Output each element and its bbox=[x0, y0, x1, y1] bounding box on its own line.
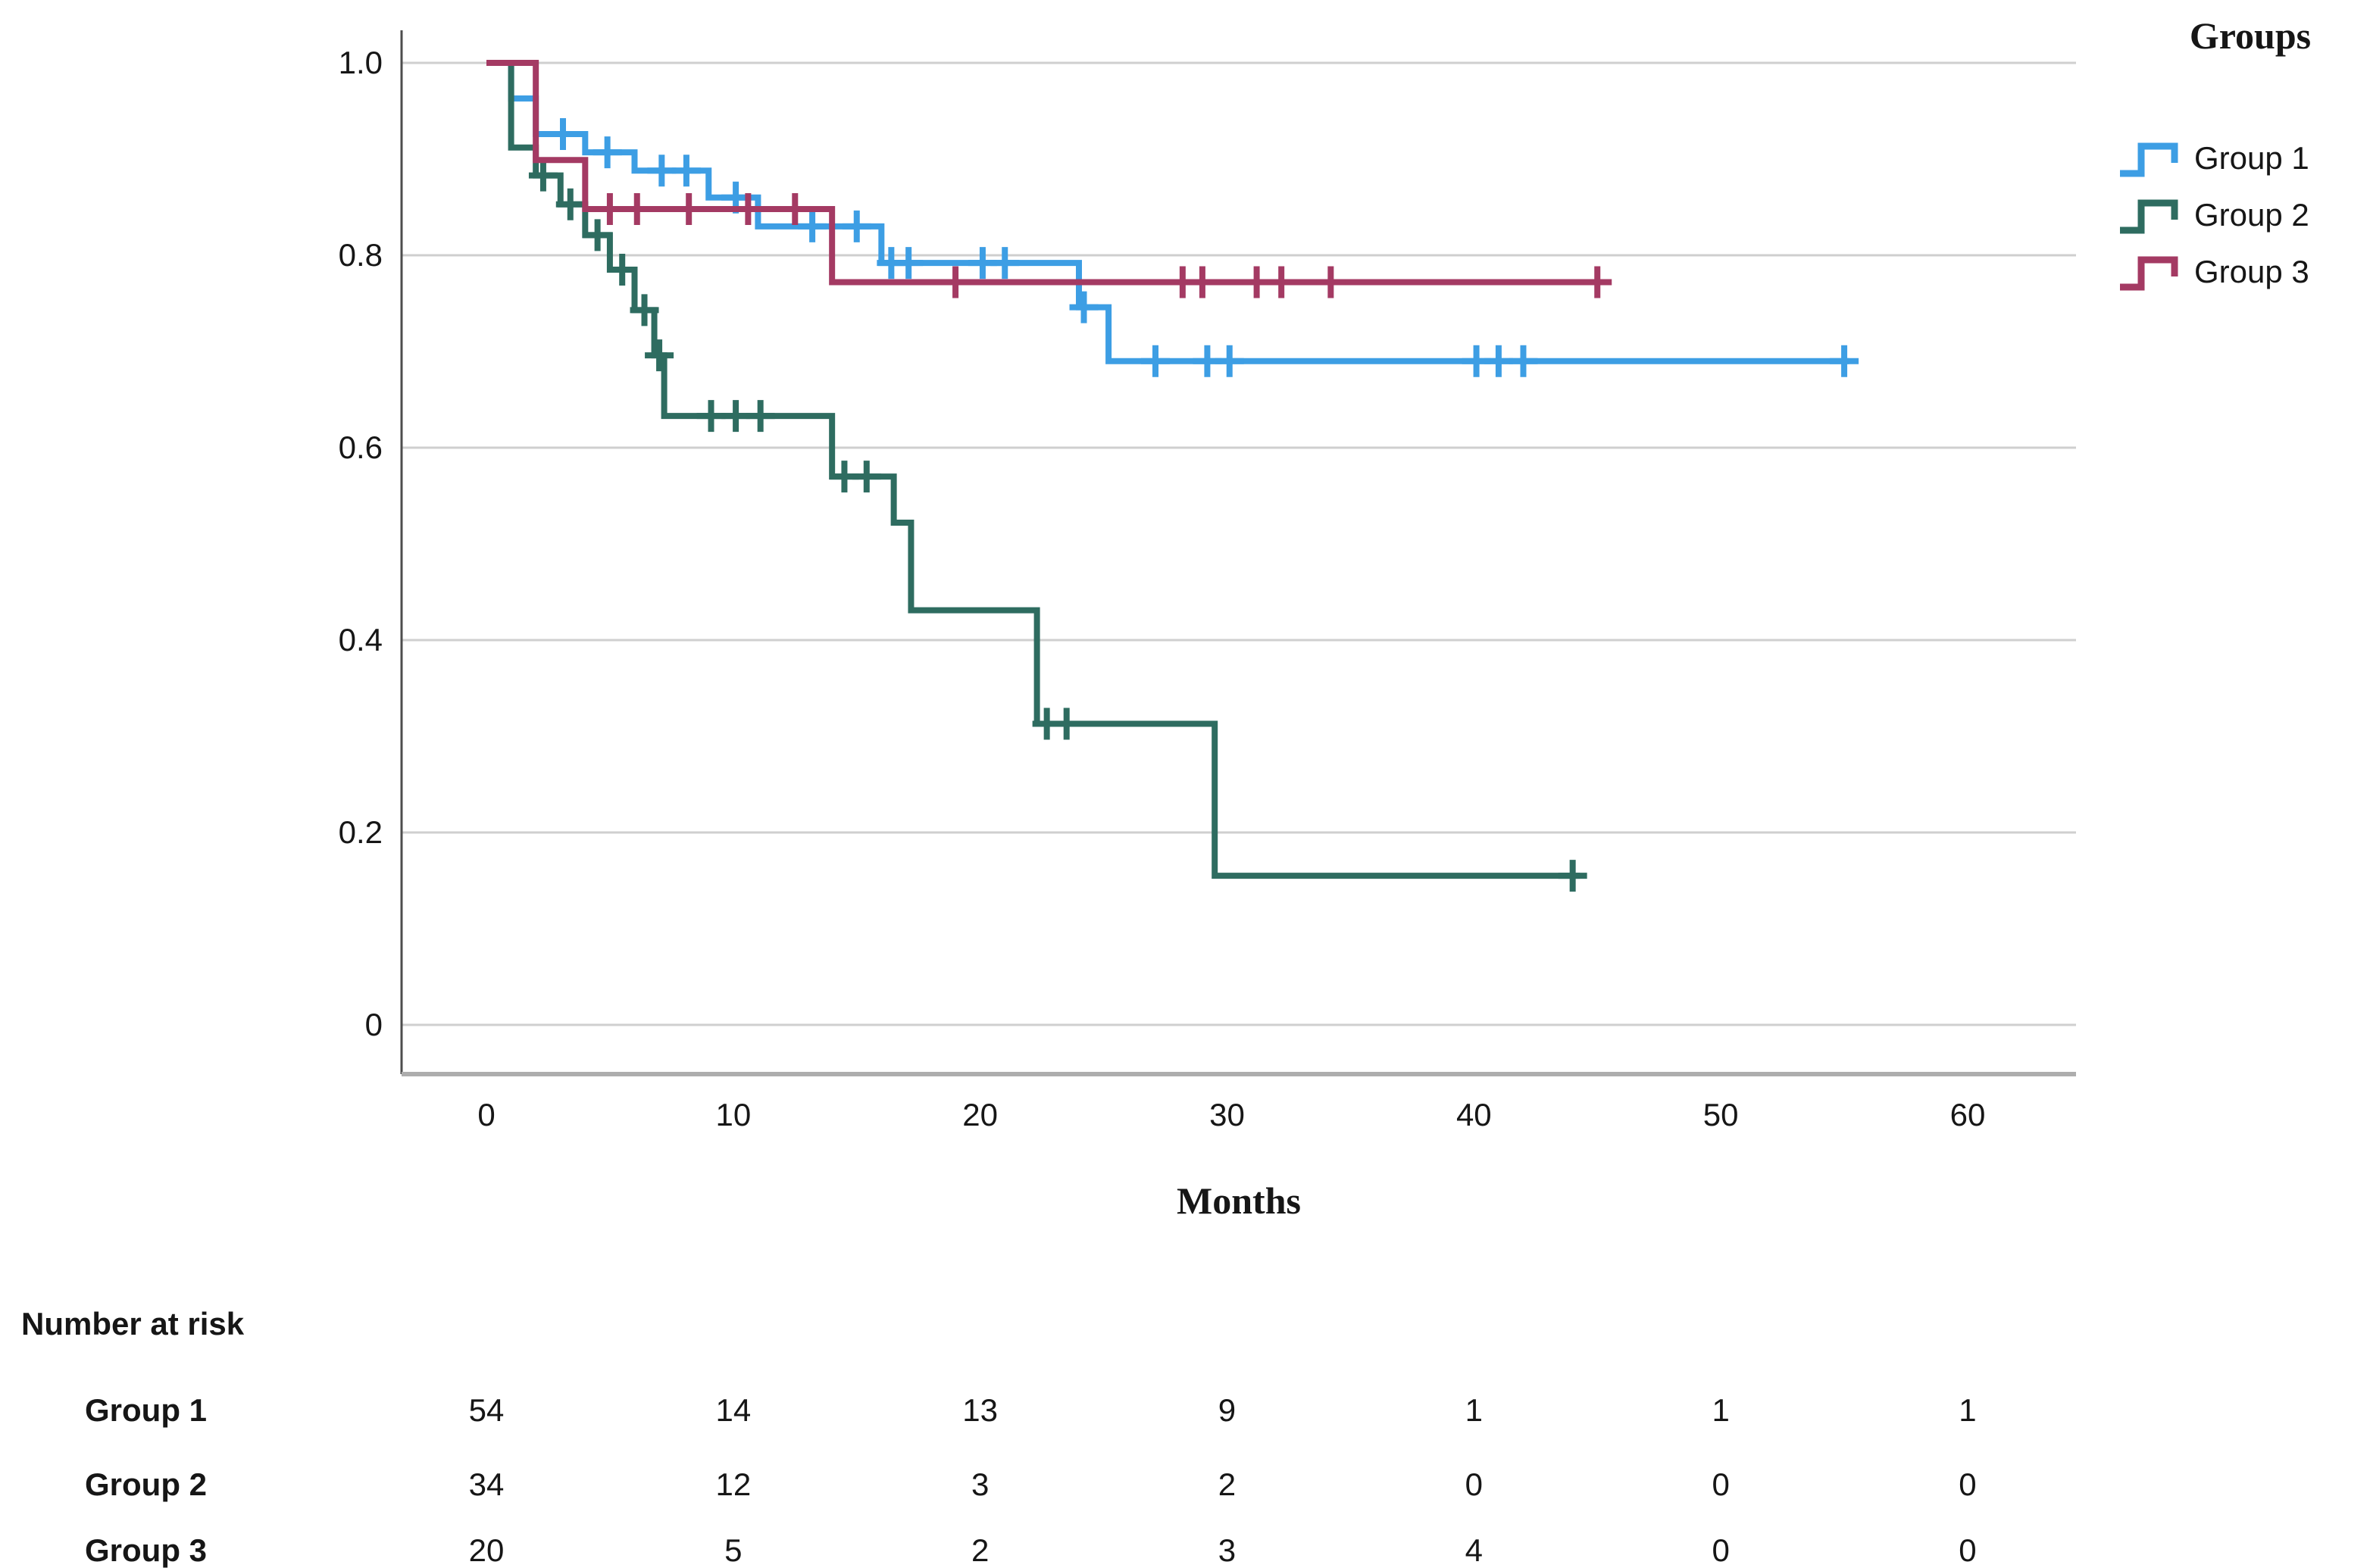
risk-cell: 0 bbox=[1465, 1466, 1483, 1502]
step-line-icon bbox=[2120, 199, 2178, 234]
risk-cell: 9 bbox=[1218, 1392, 1237, 1428]
risk-cell: 14 bbox=[715, 1392, 752, 1428]
x-axis-title: Months bbox=[1177, 1179, 1301, 1222]
risk-cell: 5 bbox=[724, 1532, 743, 1568]
risk-row-label-group-1: Group 1 bbox=[85, 1392, 208, 1428]
risk-cell: 0 bbox=[1959, 1532, 1977, 1568]
risk-cell: 1 bbox=[1712, 1392, 1730, 1428]
step-line-icon bbox=[2120, 256, 2178, 291]
x-tick-label: 10 bbox=[715, 1097, 752, 1132]
risk-cell: 1 bbox=[1465, 1392, 1483, 1428]
risk-cell: 3 bbox=[971, 1466, 990, 1502]
risk-cell: 2 bbox=[971, 1532, 990, 1568]
x-tick-label: 30 bbox=[1209, 1097, 1245, 1132]
risk-table-title: Number at risk bbox=[21, 1306, 245, 1342]
y-tick-label: 0.4 bbox=[338, 622, 383, 657]
y-tick-label: 1.0 bbox=[338, 45, 383, 80]
risk-cell: 1 bbox=[1959, 1392, 1977, 1428]
risk-cell: 2 bbox=[1218, 1466, 1237, 1502]
y-tick-label: 0.8 bbox=[338, 237, 383, 273]
risk-cell: 0 bbox=[1959, 1466, 1977, 1502]
risk-cell: 13 bbox=[962, 1392, 999, 1428]
x-tick-label: 20 bbox=[962, 1097, 999, 1132]
risk-cell: 4 bbox=[1465, 1532, 1483, 1568]
risk-cell: 20 bbox=[468, 1532, 505, 1568]
y-tick-label: 0.2 bbox=[338, 814, 383, 850]
risk-cell: 0 bbox=[1712, 1466, 1730, 1502]
risk-cell: 34 bbox=[468, 1466, 505, 1502]
legend-item-group-2: Group 2 bbox=[2114, 190, 2309, 240]
x-tick-label: 40 bbox=[1455, 1097, 1492, 1132]
legend-label: Group 1 bbox=[2194, 140, 2309, 176]
legend-item-group-3: Group 3 bbox=[2114, 247, 2309, 297]
y-tick-label: 0.6 bbox=[338, 429, 383, 465]
risk-cell: 12 bbox=[715, 1466, 752, 1502]
x-tick-label: 60 bbox=[1949, 1097, 1986, 1132]
km-curve-group-3 bbox=[486, 60, 1598, 286]
legend-label: Group 2 bbox=[2194, 197, 2309, 233]
risk-cell: 54 bbox=[468, 1392, 505, 1428]
risk-cell: 0 bbox=[1712, 1532, 1730, 1568]
legend-item-group-1: Group 1 bbox=[2114, 133, 2309, 183]
risk-row-label-group-2: Group 2 bbox=[85, 1466, 208, 1502]
legend: Groups Group 1 Group 2 Group 3 bbox=[2114, 14, 2370, 291]
km-curve-group-2 bbox=[486, 60, 1581, 879]
x-tick-label: 50 bbox=[1702, 1097, 1739, 1132]
risk-cell: 3 bbox=[1218, 1532, 1237, 1568]
legend-label: Group 3 bbox=[2194, 254, 2309, 289]
legend-title: Groups bbox=[2189, 14, 2312, 57]
x-tick-label: 0 bbox=[477, 1097, 496, 1132]
y-tick-label: 0 bbox=[364, 1007, 383, 1042]
step-line-icon bbox=[2120, 142, 2178, 177]
risk-row-label-group-3: Group 3 bbox=[85, 1532, 208, 1568]
